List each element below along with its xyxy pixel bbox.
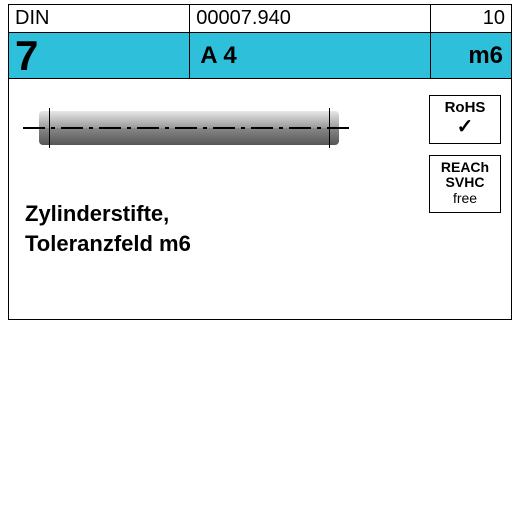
- reach-line-1: REACh: [432, 160, 498, 175]
- hdr-material: A 4: [190, 33, 431, 78]
- rohs-badge: RoHS ✓: [429, 95, 501, 144]
- reach-line-3: free: [432, 191, 498, 206]
- spec-card: DIN 00007.940 10 7 A 4 m6 Zylinderstifte…: [8, 4, 512, 320]
- hdr-tolerance: m6: [431, 33, 511, 78]
- hdr-standard-label: DIN: [9, 5, 190, 32]
- hdr-right-small: 10: [431, 5, 511, 32]
- card-body: Zylinderstifte, Toleranzfeld m6 RoHS ✓ R…: [9, 79, 511, 319]
- pin-highlight: [39, 111, 339, 128]
- hdr-standard-number: 7: [9, 33, 190, 78]
- description-line-2: Toleranzfeld m6: [25, 229, 191, 259]
- header-row-2: 7 A 4 m6: [9, 33, 511, 79]
- reach-line-2: SVHC: [432, 175, 498, 190]
- hdr-code: 00007.940: [190, 5, 431, 32]
- pin-drawing: [23, 105, 355, 151]
- description-block: Zylinderstifte, Toleranzfeld m6: [25, 199, 191, 258]
- reach-badge: REACh SVHC free: [429, 155, 501, 213]
- description-line-1: Zylinderstifte,: [25, 199, 191, 229]
- check-icon: ✓: [432, 117, 498, 137]
- rohs-label: RoHS: [432, 100, 498, 117]
- pin-shadow: [39, 128, 339, 145]
- header-row-1: DIN 00007.940 10: [9, 5, 511, 33]
- pin-centerline: [23, 127, 355, 129]
